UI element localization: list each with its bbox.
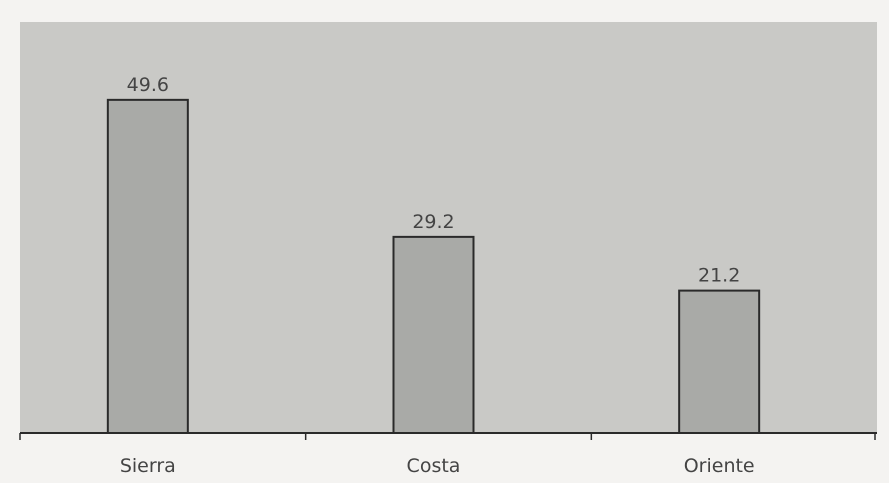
data-label-sierra: 49.6	[127, 74, 169, 96]
data-labels-group: 49.6 29.2 21.2	[127, 74, 741, 287]
data-label-oriente: 21.2	[698, 265, 740, 287]
x-axis-tick-labels: Sierra Costa Oriente	[120, 455, 755, 477]
bar-costa	[392, 235, 475, 434]
category-label-sierra: Sierra	[120, 455, 176, 477]
category-label-costa: Costa	[407, 455, 461, 477]
data-label-costa: 29.2	[412, 211, 454, 233]
bar-sierra	[106, 98, 189, 434]
x-axis-ticks	[19, 433, 876, 440]
bars-group	[106, 98, 761, 434]
category-label-oriente: Oriente	[684, 455, 755, 477]
bar-oriente	[678, 289, 761, 434]
